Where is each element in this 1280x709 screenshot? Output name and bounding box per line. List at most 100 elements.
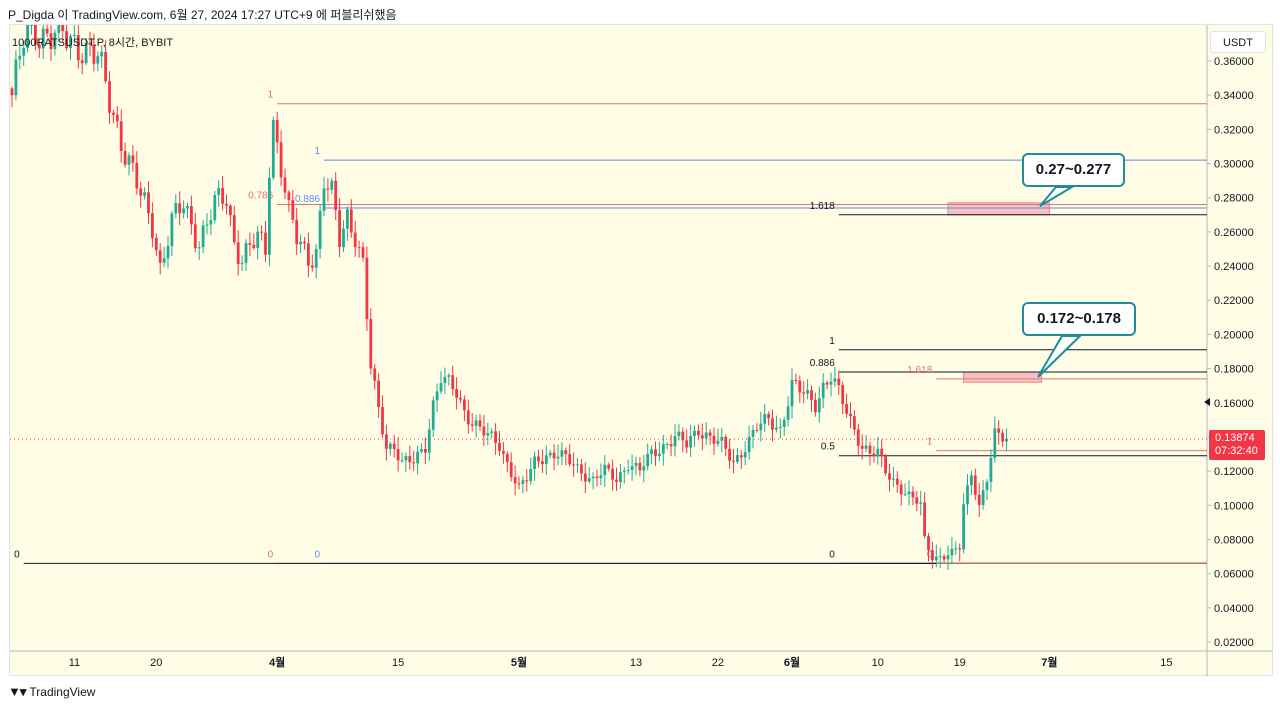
candle-body	[806, 389, 809, 394]
candle-body	[37, 44, 41, 49]
candle-body	[416, 451, 419, 464]
candle-body	[505, 453, 509, 463]
candle-body	[123, 151, 127, 165]
candle-body	[248, 243, 252, 245]
candle-body	[591, 476, 595, 479]
candle-body	[154, 237, 158, 251]
candle-body	[728, 448, 731, 461]
tradingview-logo-icon: ▼▾	[8, 684, 26, 699]
candle-body	[186, 206, 189, 209]
candle-body	[993, 428, 997, 459]
candle-body	[646, 454, 650, 467]
candle-body	[958, 548, 962, 550]
candle-body	[829, 381, 833, 385]
candle-body	[544, 455, 548, 465]
candle-body	[541, 461, 544, 465]
candle-body	[942, 556, 946, 560]
tradingview-logo: ▼▾ TradingView	[8, 684, 95, 700]
price-tick-label: 0.30000	[1214, 159, 1254, 171]
price-tick-label: 0.18000	[1214, 364, 1254, 376]
candle-body	[989, 458, 993, 482]
fib-level-label: 0.786	[248, 191, 273, 202]
candle-body	[638, 462, 642, 471]
fib-level-label: 0.886	[295, 194, 320, 205]
candle-body	[751, 429, 755, 437]
candle-body	[533, 456, 536, 469]
candle-body	[603, 464, 607, 476]
candle-body	[404, 456, 408, 461]
candle-body	[334, 180, 338, 211]
price-tick-label: 0.06000	[1214, 569, 1254, 581]
candle-body	[880, 448, 884, 456]
candle-body	[509, 462, 513, 478]
last-price-tag: 0.13874 07:32:40	[1209, 430, 1265, 460]
price-tick-label: 0.32000	[1214, 124, 1254, 136]
fib-level-label: 0	[14, 549, 20, 560]
candle-body	[182, 208, 185, 214]
candle-body	[73, 35, 76, 37]
time-tick-label: 22	[712, 657, 724, 669]
candle-body	[240, 262, 244, 264]
candle-body	[650, 449, 653, 455]
candle-body	[388, 443, 392, 449]
candle-body	[147, 192, 150, 214]
candle-body	[665, 444, 669, 446]
candle-body	[693, 430, 696, 437]
currency-button[interactable]: USDT	[1210, 31, 1266, 53]
candle-body	[478, 420, 482, 427]
candle-body	[529, 468, 533, 482]
candle-body	[681, 431, 685, 441]
candle-body	[143, 192, 146, 196]
candle-body	[1001, 432, 1004, 442]
candle-body	[361, 247, 365, 258]
candle-body	[903, 494, 907, 496]
candle-body	[260, 231, 263, 233]
candle-body	[162, 258, 166, 263]
candle-body	[923, 502, 926, 537]
candle-body	[743, 452, 747, 458]
candle-body	[69, 35, 72, 49]
candle-body	[888, 473, 891, 480]
candle-body	[845, 404, 848, 414]
candle-body	[357, 247, 361, 249]
candle-body	[303, 241, 306, 244]
candle-body	[10, 88, 14, 96]
candle-body	[392, 443, 396, 450]
candle-body	[279, 142, 283, 178]
candle-body	[669, 444, 673, 447]
candle-body	[486, 433, 490, 436]
candle-body	[966, 485, 969, 505]
price-axis-marker-icon	[1204, 398, 1210, 406]
candle-body	[318, 210, 322, 249]
candle-body	[158, 250, 162, 263]
candle-body	[560, 450, 564, 457]
candle-body	[658, 453, 661, 457]
time-tick-label: 10	[872, 657, 884, 669]
candle-body	[135, 162, 139, 189]
candle-body	[26, 25, 29, 49]
fib-level-label: 0	[314, 549, 320, 560]
candle-body	[782, 419, 786, 427]
candle-body	[973, 475, 977, 495]
candle-body	[997, 428, 1001, 433]
candle-body	[115, 114, 119, 122]
candle-body	[365, 257, 369, 320]
candle-body	[463, 399, 466, 411]
candle-body	[80, 60, 84, 64]
candle-body	[455, 389, 458, 398]
candle-body	[849, 413, 852, 417]
candle-body	[431, 400, 435, 430]
price-tick-label: 0.08000	[1214, 534, 1254, 546]
candle-body	[552, 452, 556, 459]
candle-body	[131, 155, 135, 163]
candle-body	[899, 484, 903, 495]
candle-body	[396, 449, 400, 461]
candle-body	[213, 194, 217, 221]
candle-body	[634, 462, 638, 466]
fib-level-label: 1.618	[810, 201, 835, 212]
candle-body	[34, 25, 37, 45]
candle-body	[626, 470, 630, 472]
candle-body	[778, 426, 782, 428]
candle-body	[1005, 438, 1008, 442]
